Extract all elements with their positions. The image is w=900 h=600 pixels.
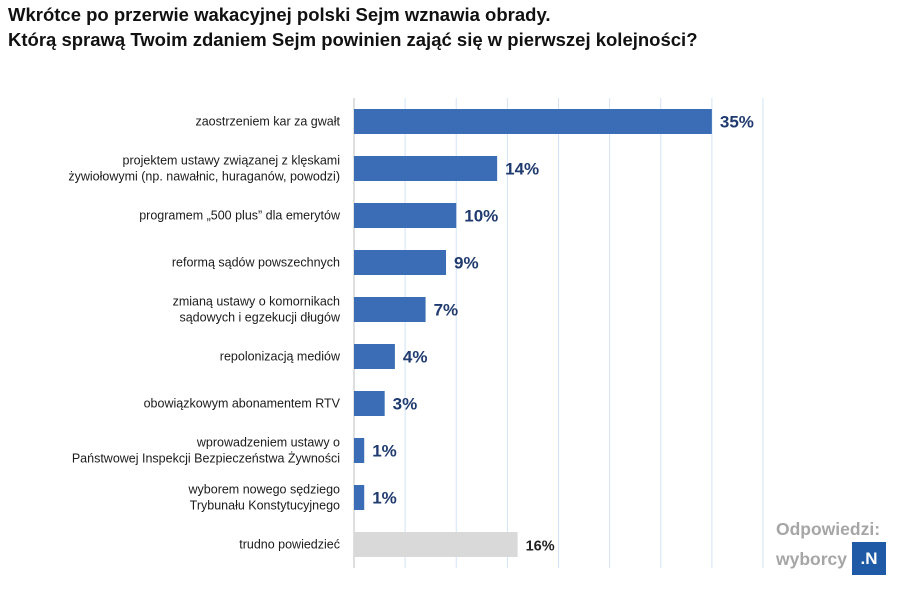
- bar: [354, 532, 518, 557]
- title-line-1: Wkrótce po przerwie wakacyjnej polski Se…: [8, 4, 551, 25]
- category-label: obowiązkowym abonamentem RTV: [144, 397, 341, 411]
- bar-value-label: 1%: [372, 489, 397, 508]
- bar: [354, 297, 426, 322]
- bar-value-label: 10%: [464, 207, 498, 226]
- category-label: zmianą ustawy o komornikach: [173, 295, 340, 309]
- category-label: Państwowej Inspekcji Bezpieczeństwa Żywn…: [72, 452, 340, 466]
- bar-value-label: 7%: [434, 301, 459, 320]
- chart-title: Wkrótce po przerwie wakacyjnej polski Se…: [8, 2, 888, 52]
- category-label: programem „500 plus” dla emerytów: [139, 209, 341, 223]
- bar: [354, 485, 365, 510]
- bar: [354, 156, 498, 181]
- category-label: wprowadzeniem ustawy o: [196, 436, 340, 450]
- category-label: Trybunału Konstytucyjnego: [190, 499, 340, 513]
- category-label: trudno powiedzieć: [239, 538, 340, 552]
- bar: [354, 391, 385, 416]
- category-label: wyborem nowego sędziego: [188, 483, 341, 497]
- source-label: Odpowiedzi:: [776, 519, 881, 539]
- bar-value-label: 35%: [720, 113, 754, 132]
- bar-value-label: 9%: [454, 254, 479, 273]
- category-label: reformą sądów powszechnych: [172, 256, 340, 270]
- category-label: projektem ustawy związanej z klęskami: [123, 154, 340, 168]
- category-label: żywiołowymi (np. nawałnic, huraganów, po…: [68, 170, 340, 184]
- bar: [354, 109, 712, 134]
- bar: [354, 438, 365, 463]
- bar-value-label: 16%: [526, 539, 555, 555]
- bar-value-label: 4%: [403, 348, 428, 367]
- bar-value-label: 1%: [372, 442, 397, 461]
- brand-logo-badge: .N: [852, 542, 886, 575]
- bar: [354, 344, 395, 369]
- bar-value-label: 14%: [505, 160, 539, 179]
- category-label: zaostrzeniem kar za gwałt: [195, 115, 340, 129]
- bar: [354, 203, 457, 228]
- title-line-2: Którą sprawą Twoim zdaniem Sejm powinien…: [8, 29, 698, 50]
- source-brand-name: wyborcy: [776, 548, 847, 569]
- category-label: repolonizacją mediów: [220, 350, 341, 364]
- source-credit: Odpowiedzi: wyborcy .N: [776, 516, 896, 575]
- bar-value-label: 3%: [393, 395, 418, 414]
- bar: [354, 250, 447, 275]
- category-label: sądowych i egzekucji długów: [179, 311, 340, 325]
